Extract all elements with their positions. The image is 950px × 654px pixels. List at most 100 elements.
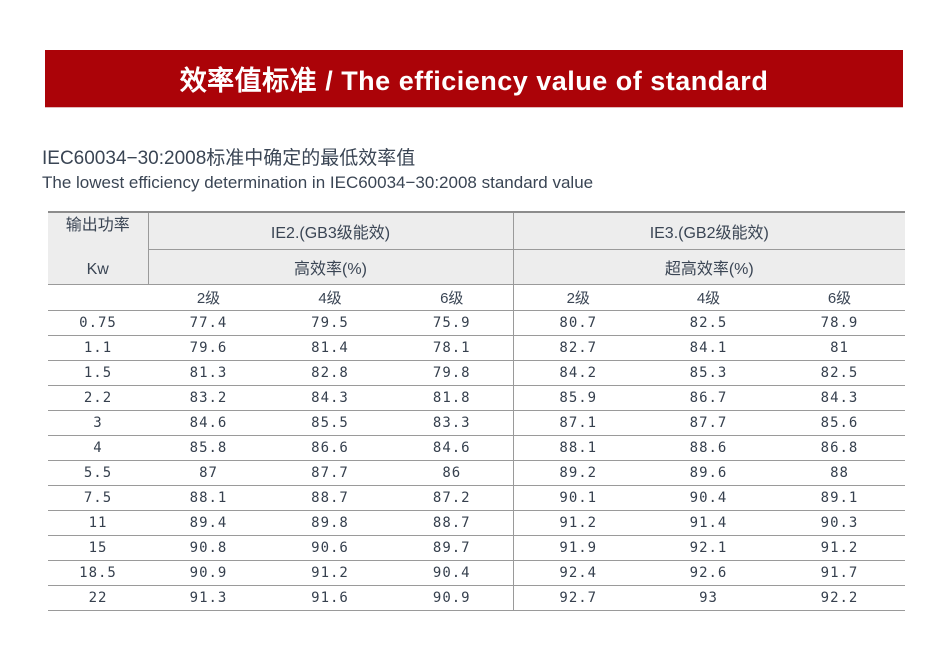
efficiency-table-body: 0.75 77.4 79.5 75.9 80.7 82.5 78.9 1.1 79.6 81.4 7… <box>48 310 906 611</box>
table-row: 7.5 88.1 88.7 87.2 90.1 90.4 89.1 <box>48 485 906 511</box>
power-header-spacer <box>48 239 147 257</box>
table-row: 18.5 90.9 91.2 90.4 92.4 92.6 91.7 <box>48 560 906 586</box>
efficiency-cell: 89.6 <box>643 460 774 486</box>
efficiency-cell: 87 <box>148 460 269 486</box>
efficiency-cell: 90.9 <box>148 560 269 586</box>
efficiency-cell: 79.5 <box>269 310 391 336</box>
power-cell: 22 <box>48 585 148 611</box>
table-row: 5.5 87 87.7 86 89.2 89.6 88 <box>48 460 906 486</box>
efficiency-cell: 81.3 <box>148 360 269 386</box>
efficiency-cell: 84.6 <box>391 435 513 461</box>
efficiency-cell: 78.1 <box>391 335 513 361</box>
efficiency-cell: 82.7 <box>512 335 643 361</box>
efficiency-cell: 86.8 <box>774 435 906 461</box>
section-title-banner: 效率值标准 / The efficiency value of standard <box>45 50 903 108</box>
efficiency-cell: 92.1 <box>643 535 774 561</box>
efficiency-cell: 91.6 <box>269 585 391 611</box>
efficiency-cell: 89.7 <box>391 535 513 561</box>
efficiency-cell: 87.2 <box>391 485 513 511</box>
power-cell: 1.5 <box>48 360 148 386</box>
efficiency-cell: 88.1 <box>512 435 643 461</box>
page-title: 效率值标准 / The efficiency value of standard <box>179 66 769 96</box>
efficiency-cell: 91.7 <box>774 560 906 586</box>
efficiency-cell: 93 <box>643 585 774 611</box>
efficiency-cell: 75.9 <box>391 310 513 336</box>
efficiency-cell: 87.7 <box>269 460 391 486</box>
efficiency-cell: 86.7 <box>643 385 774 411</box>
efficiency-cell: 82.5 <box>643 310 774 336</box>
efficiency-cell: 91.2 <box>512 510 643 536</box>
efficiency-cell: 85.5 <box>269 410 391 436</box>
efficiency-cell: 89.2 <box>512 460 643 486</box>
power-cell: 4 <box>48 435 148 461</box>
efficiency-cell: 86.6 <box>269 435 391 461</box>
efficiency-cell: 83.2 <box>148 385 269 411</box>
efficiency-cell: 81.8 <box>391 385 513 411</box>
header-row-poles: 2级 4级 6级 2级 4级 6级 <box>48 284 906 311</box>
efficiency-cell: 84.3 <box>774 385 906 411</box>
power-cell: 2.2 <box>48 385 148 411</box>
power-label: 输出功率 <box>65 217 130 235</box>
group-ie3-subheader: 超高效率(%) <box>512 249 906 285</box>
efficiency-cell: 90.1 <box>512 485 643 511</box>
efficiency-cell: 87.7 <box>643 410 774 436</box>
power-cell: 1.1 <box>48 335 148 361</box>
header-row-groups: 输出功率 Kw IE2.(GB3级能效) IE3.(GB2级能效) <box>48 212 906 285</box>
efficiency-cell: 88 <box>774 460 906 486</box>
efficiency-cell: 90.8 <box>148 535 269 561</box>
efficiency-cell: 88.1 <box>148 485 269 511</box>
efficiency-cell: 84.3 <box>269 385 391 411</box>
efficiency-cell: 90.3 <box>774 510 906 536</box>
power-cell: 0.75 <box>48 310 148 336</box>
efficiency-cell: 87.1 <box>512 410 643 436</box>
efficiency-cell: 85.9 <box>512 385 643 411</box>
efficiency-cell: 84.6 <box>148 410 269 436</box>
efficiency-cell: 85.6 <box>774 410 906 436</box>
efficiency-cell: 90.4 <box>391 560 513 586</box>
efficiency-cell: 86 <box>391 460 513 486</box>
power-cell: 3 <box>48 410 148 436</box>
efficiency-cell: 85.8 <box>148 435 269 461</box>
table-row: 15 90.8 90.6 89.7 91.9 92.1 91.2 <box>48 535 906 561</box>
efficiency-cell: 82.5 <box>774 360 906 386</box>
efficiency-cell: 88.7 <box>391 510 513 536</box>
power-cell: 5.5 <box>48 460 148 486</box>
power-cell: 11 <box>48 510 148 536</box>
efficiency-cell: 92.2 <box>774 585 906 611</box>
efficiency-cell: 78.9 <box>774 310 906 336</box>
group-ie2-subheader: 高效率(%) <box>148 249 513 285</box>
efficiency-cell: 90.9 <box>391 585 513 611</box>
table-row: 1.5 81.3 82.8 79.8 84.2 85.3 82.5 <box>48 360 906 386</box>
table-row: 1.1 79.6 81.4 78.1 82.7 84.1 81 <box>48 335 906 361</box>
efficiency-cell: 91.2 <box>269 560 391 586</box>
efficiency-cell: 91.9 <box>512 535 643 561</box>
efficiency-table: 输出功率 Kw IE2.(GB3级能效) IE3.(GB2级能效) 高效率(%)… <box>48 211 906 611</box>
table-row: 22 91.3 91.6 90.9 92.7 93 92.2 <box>48 585 906 611</box>
efficiency-cell: 77.4 <box>148 310 269 336</box>
pole-header-6: 6级 <box>774 284 906 311</box>
efficiency-cell: 89.8 <box>269 510 391 536</box>
efficiency-cell: 89.4 <box>148 510 269 536</box>
efficiency-table-wrap: 输出功率 Kw IE2.(GB3级能效) IE3.(GB2级能效) 高效率(%)… <box>48 211 906 611</box>
efficiency-cell: 80.7 <box>512 310 643 336</box>
efficiency-cell: 89.1 <box>774 485 906 511</box>
efficiency-cell: 91.4 <box>643 510 774 536</box>
header-row-subgroups: 高效率(%) 超高效率(%) <box>48 249 906 285</box>
efficiency-cell: 79.8 <box>391 360 513 386</box>
efficiency-cell: 84.2 <box>512 360 643 386</box>
pole-header-2: 2级 <box>512 284 643 311</box>
table-row: 11 89.4 89.8 88.7 91.2 91.4 90.3 <box>48 510 906 536</box>
pole-header-4: 4级 <box>269 284 391 311</box>
efficiency-cell: 92.7 <box>512 585 643 611</box>
subtitle-chinese: IEC60034−30:2008标准中确定的最低效率值 <box>42 148 416 169</box>
efficiency-cell: 83.3 <box>391 410 513 436</box>
efficiency-cell: 92.4 <box>512 560 643 586</box>
table-row: 3 84.6 85.5 83.3 87.1 87.7 85.6 <box>48 410 906 436</box>
table-row: 2.2 83.2 84.3 81.8 85.9 86.7 84.3 <box>48 385 906 411</box>
power-cell: 18.5 <box>48 560 148 586</box>
efficiency-cell: 90.6 <box>269 535 391 561</box>
standard-subtitle: IEC60034−30:2008标准中确定的最低效率值 The lowest e… <box>42 146 593 194</box>
power-cell: 15 <box>48 535 148 561</box>
efficiency-cell: 79.6 <box>148 335 269 361</box>
